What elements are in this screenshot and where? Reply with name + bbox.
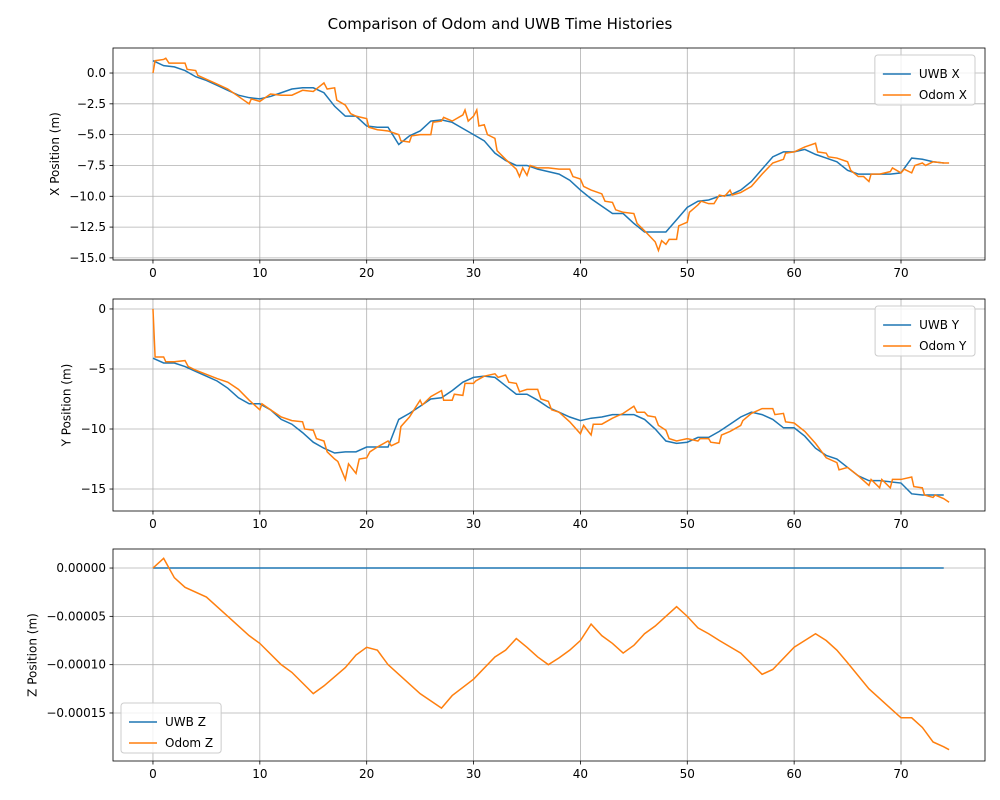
x-tick-label: 0 bbox=[149, 517, 157, 531]
plot-frame bbox=[112, 47, 986, 261]
x-tick-label: 40 bbox=[573, 266, 588, 280]
y-axis-label: X Position (m) bbox=[48, 112, 62, 196]
legend: UWB X Odom X bbox=[874, 54, 976, 106]
x-tick-label: 70 bbox=[893, 517, 908, 531]
x-tick-label: 20 bbox=[359, 517, 374, 531]
legend-label: UWB X bbox=[919, 67, 960, 81]
x-tick-label: 10 bbox=[252, 767, 267, 781]
legend-label: UWB Z bbox=[165, 715, 206, 729]
x-tick-label: 40 bbox=[573, 517, 588, 531]
y-tick-label: 0.0 bbox=[87, 66, 106, 80]
y-tick-label: −5 bbox=[88, 362, 106, 376]
series-line bbox=[152, 557, 950, 751]
x-tick-label: 0 bbox=[149, 266, 157, 280]
x-tick-label: 30 bbox=[466, 767, 481, 781]
x-tick-label: 50 bbox=[680, 266, 695, 280]
x-tick-label: 0 bbox=[149, 767, 157, 781]
legend-box bbox=[120, 702, 222, 754]
legend: UWB Y Odom Y bbox=[874, 305, 976, 357]
legend-label: Odom X bbox=[919, 88, 967, 102]
y-tick-label: −10.0 bbox=[69, 189, 106, 203]
legend-label: Odom Z bbox=[165, 736, 213, 750]
y-tick-label: −15.0 bbox=[69, 251, 106, 265]
legend: UWB Z Odom Z bbox=[120, 702, 222, 754]
y-tick-label: −7.5 bbox=[77, 158, 106, 172]
x-tick-label: 20 bbox=[359, 767, 374, 781]
y-tick-label: −0.00005 bbox=[46, 609, 106, 623]
series-line bbox=[152, 60, 944, 233]
x-tick-label: 10 bbox=[252, 517, 267, 531]
legend-label: UWB Y bbox=[919, 318, 960, 332]
x-tick-label: 30 bbox=[466, 266, 481, 280]
y-tick-label: −15 bbox=[81, 482, 106, 496]
y-tick-label: 0.00000 bbox=[56, 561, 106, 575]
y-tick-label: −0.00010 bbox=[46, 658, 106, 672]
y-tick-label: −12.5 bbox=[69, 220, 106, 234]
figure-title: Comparison of Odom and UWB Time Historie… bbox=[328, 15, 673, 33]
series-line bbox=[152, 57, 950, 253]
y-tick-label: −5.0 bbox=[77, 128, 106, 142]
x-tick-label: 60 bbox=[787, 517, 802, 531]
y-axis-label: Y Position (m) bbox=[60, 364, 74, 448]
x-tick-label: 70 bbox=[893, 767, 908, 781]
x-tick-label: 70 bbox=[893, 266, 908, 280]
legend-box bbox=[874, 54, 976, 106]
y-tick-label: −0.00015 bbox=[46, 706, 106, 720]
x-tick-label: 20 bbox=[359, 266, 374, 280]
x-tick-label: 10 bbox=[252, 266, 267, 280]
series-line bbox=[152, 308, 950, 503]
y-tick-label: −10 bbox=[81, 422, 106, 436]
legend-box bbox=[874, 305, 976, 357]
plot-frame bbox=[112, 548, 986, 762]
x-tick-label: 30 bbox=[466, 517, 481, 531]
y-axis-label: Z Position (m) bbox=[25, 613, 39, 697]
x-tick-label: 50 bbox=[680, 767, 695, 781]
x-tick-label: 60 bbox=[787, 266, 802, 280]
legend-label: Odom Y bbox=[919, 339, 967, 353]
y-tick-label: 0 bbox=[98, 302, 106, 316]
plot-frame bbox=[112, 298, 986, 512]
x-tick-label: 50 bbox=[680, 517, 695, 531]
x-tick-label: 40 bbox=[573, 767, 588, 781]
series-line bbox=[152, 357, 944, 496]
x-tick-label: 60 bbox=[787, 767, 802, 781]
y-tick-label: −2.5 bbox=[77, 97, 106, 111]
